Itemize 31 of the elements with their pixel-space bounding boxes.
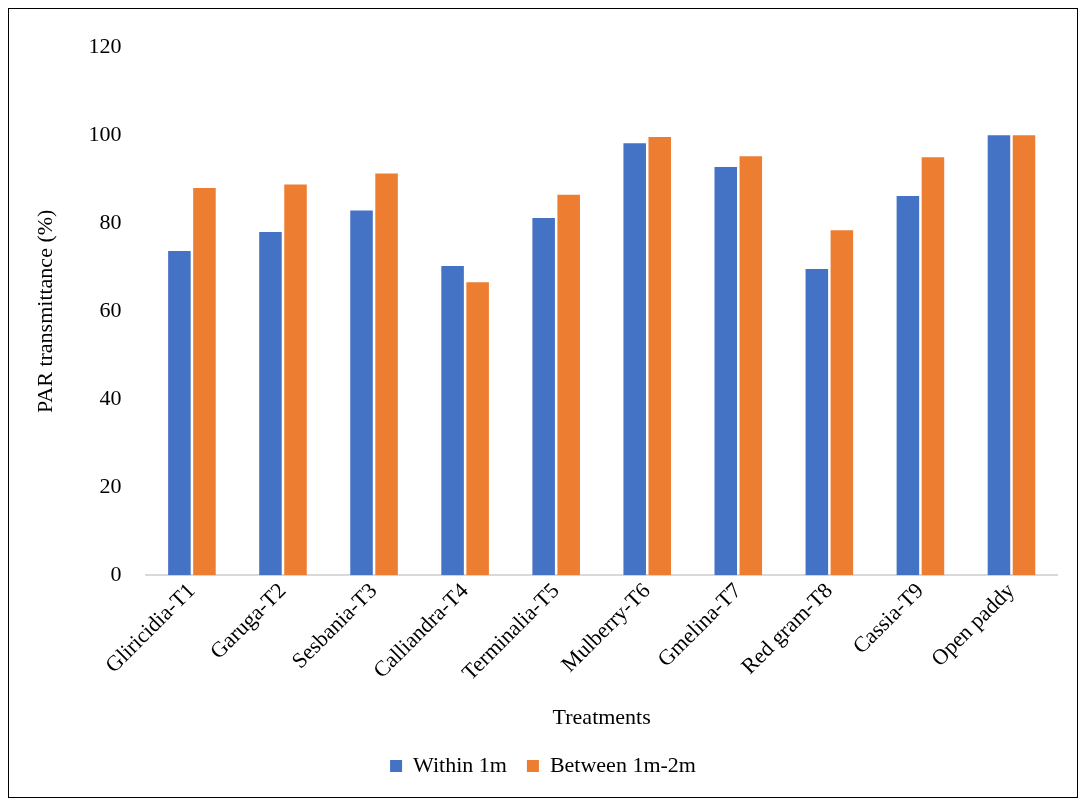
bar [739,156,763,576]
y-tick-label: 80 [99,209,122,235]
bar [441,265,464,576]
y-tick-label: 100 [88,121,122,146]
bar [168,250,191,576]
y-tick-label: 40 [99,385,122,411]
bar [921,157,945,576]
bar [648,136,672,576]
x-axis-title: Treatments [552,703,651,729]
bar [284,184,307,576]
legend-label: Within 1m [413,751,507,777]
bar [350,210,373,576]
y-tick-label: 60 [99,297,122,323]
bar [896,195,920,576]
bar [466,282,489,576]
bar [714,166,738,576]
bar [830,230,854,576]
bar [557,194,580,576]
legend-label: Between 1m-2m [549,751,696,777]
bar [375,173,398,576]
bar [1012,135,1036,576]
y-tick-label: 120 [88,32,122,58]
y-tick-label: 20 [99,473,122,499]
bar [532,217,555,576]
y-axis-title: PAR transmittance (%) [31,209,57,413]
bar [805,269,829,576]
bar [193,188,216,576]
bar [259,232,282,576]
bar [623,143,646,576]
bar [987,135,1011,576]
y-tick-label: 0 [110,561,122,587]
